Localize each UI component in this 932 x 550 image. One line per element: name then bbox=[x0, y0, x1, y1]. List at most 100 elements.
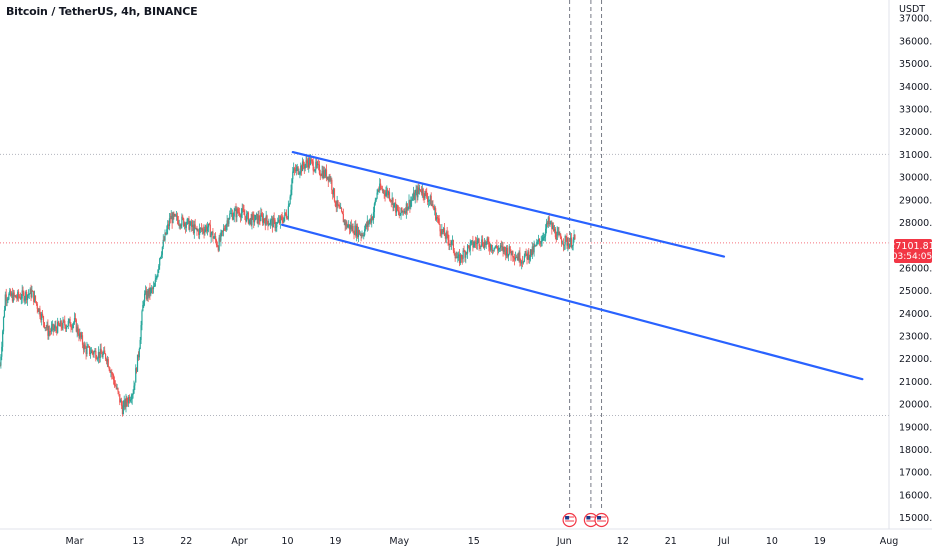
candle-body bbox=[269, 224, 271, 225]
candle-body bbox=[256, 213, 258, 224]
candle-body bbox=[277, 219, 280, 222]
us-flag-event-icon[interactable] bbox=[562, 512, 577, 528]
us-flag-event-icon[interactable] bbox=[594, 512, 609, 528]
candle-body bbox=[82, 344, 84, 350]
candle-body bbox=[54, 325, 56, 329]
candle-body bbox=[199, 228, 201, 235]
candle bbox=[165, 232, 167, 235]
candle-body bbox=[13, 292, 15, 296]
candle bbox=[379, 178, 381, 194]
candle-body bbox=[6, 299, 8, 301]
candle bbox=[118, 391, 120, 397]
candle-body bbox=[210, 233, 212, 238]
candle-body bbox=[471, 240, 473, 242]
candle bbox=[201, 227, 203, 235]
candle bbox=[301, 157, 304, 172]
candle-body bbox=[207, 223, 210, 228]
candle-body bbox=[515, 257, 517, 259]
candle bbox=[418, 183, 420, 195]
candle-body bbox=[203, 231, 205, 234]
candle bbox=[186, 217, 188, 225]
candle bbox=[77, 324, 79, 336]
candle bbox=[297, 166, 299, 176]
candle bbox=[557, 227, 559, 236]
candle bbox=[352, 223, 354, 234]
candle-body bbox=[275, 227, 277, 229]
candle bbox=[184, 221, 187, 234]
candle bbox=[147, 289, 149, 302]
candle-body bbox=[90, 350, 92, 354]
candle-body bbox=[356, 225, 358, 236]
candle bbox=[42, 315, 45, 328]
candle bbox=[507, 253, 509, 262]
candle-body bbox=[191, 224, 194, 227]
candle-body bbox=[435, 208, 437, 220]
channel-trendline[interactable] bbox=[291, 151, 726, 258]
candle bbox=[1, 341, 3, 361]
candle bbox=[400, 207, 402, 220]
trendlines[interactable] bbox=[281, 151, 864, 381]
candle-body bbox=[571, 245, 573, 248]
candle-body bbox=[486, 238, 488, 242]
candle-body bbox=[289, 196, 291, 205]
us-flag-event-icon[interactable] bbox=[583, 512, 598, 528]
candle bbox=[335, 200, 337, 213]
candle-body bbox=[394, 202, 396, 204]
candle-body bbox=[421, 188, 423, 194]
candle bbox=[517, 252, 519, 261]
candle bbox=[72, 323, 74, 333]
candle bbox=[32, 290, 34, 292]
candle-body bbox=[542, 237, 544, 241]
candle bbox=[150, 287, 152, 297]
candle-body bbox=[149, 287, 151, 295]
candle bbox=[446, 226, 448, 239]
flag-stripe bbox=[586, 516, 596, 518]
economic-event-icons[interactable] bbox=[562, 512, 609, 528]
candle-body bbox=[50, 326, 53, 332]
candle bbox=[248, 219, 250, 226]
candle-body bbox=[420, 191, 423, 194]
candle bbox=[113, 376, 116, 388]
candle bbox=[66, 325, 69, 328]
candle bbox=[341, 211, 344, 215]
candle bbox=[380, 179, 382, 191]
candle bbox=[283, 217, 285, 224]
candle-body bbox=[541, 240, 543, 242]
time-tick-label: 19 bbox=[329, 536, 341, 547]
price-tick-label: 33000.00 bbox=[899, 104, 932, 115]
price-axis[interactable]: USDT 15000.00 16000.00 17000.00 18000.00 190… bbox=[888, 0, 932, 529]
candle bbox=[12, 289, 14, 303]
candle-body bbox=[40, 316, 42, 320]
candle-body bbox=[247, 212, 250, 224]
candle bbox=[80, 331, 82, 342]
candle-body bbox=[144, 290, 147, 294]
candle-body bbox=[42, 316, 45, 323]
candle-body bbox=[248, 219, 250, 224]
candle-body bbox=[295, 167, 297, 172]
candle bbox=[519, 247, 521, 267]
symbol-title[interactable]: Bitcoin / TetherUS, 4h, BINANCE bbox=[6, 5, 198, 18]
candle-body bbox=[75, 319, 77, 332]
candle-body bbox=[507, 253, 509, 257]
candle-body bbox=[106, 358, 108, 362]
candle bbox=[531, 242, 533, 260]
time-axis[interactable]: Mar 13 22 Apr 10 19 May 15 Jun 12 21 Jul 10 19 Aug bbox=[0, 528, 932, 547]
candle bbox=[135, 364, 137, 383]
candle-body bbox=[81, 335, 83, 338]
candle bbox=[529, 249, 532, 262]
candle bbox=[529, 254, 531, 264]
candle bbox=[195, 227, 197, 231]
candle bbox=[53, 324, 55, 333]
candle-body bbox=[51, 324, 53, 327]
candle-body bbox=[332, 188, 335, 195]
candle bbox=[236, 206, 238, 222]
candle bbox=[222, 224, 225, 237]
channel-trendline[interactable] bbox=[281, 223, 864, 381]
candle-body bbox=[121, 405, 124, 415]
candle bbox=[355, 219, 357, 238]
candle-body bbox=[84, 344, 86, 349]
time-tick-label: 12 bbox=[617, 536, 629, 547]
candle bbox=[463, 245, 465, 253]
candle-body bbox=[309, 159, 312, 165]
